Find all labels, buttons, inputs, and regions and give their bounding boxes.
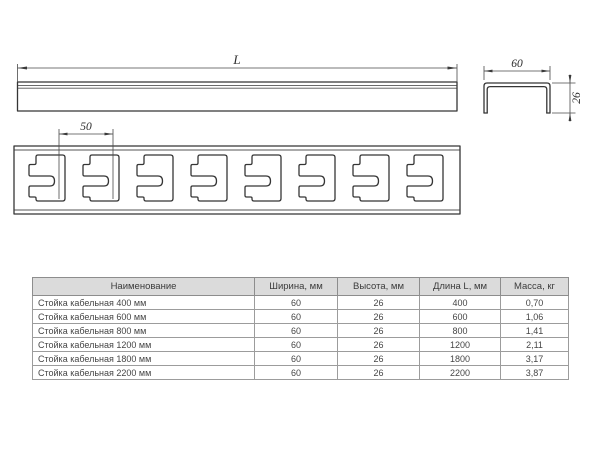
arrowhead [568, 75, 572, 83]
table-header-row: Наименование Ширина, мм Высота, мм Длина… [32, 277, 569, 296]
width-label: 60 [511, 58, 523, 70]
arrowhead [447, 66, 457, 70]
side-view [16, 81, 458, 112]
slot-hole [28, 154, 66, 202]
slot-hole [298, 154, 336, 202]
spec-table-body: Стойка кабельная 400 мм 60 26 400 0,70 Стойка… [32, 295, 569, 380]
value-cell: 26 [337, 295, 420, 310]
arrowhead [17, 66, 27, 70]
value-cell: 1800 [419, 351, 501, 366]
table-row: Стойка кабельная 1200 мм 60 26 1200 2,11 [32, 337, 569, 352]
product-name-cell: Стойка кабельная 600 мм [32, 309, 255, 324]
pitch-label: 50 [80, 121, 92, 133]
section-inner-contour [486, 85, 548, 114]
side-view-body [16, 81, 458, 112]
value-cell: 1,41 [500, 323, 569, 338]
value-cell: 60 [254, 337, 338, 352]
header-height: Высота, мм [337, 277, 420, 296]
spec-table: Наименование Ширина, мм Высота, мм Длина… [32, 277, 569, 380]
slot-hole [190, 154, 228, 202]
value-cell: 60 [254, 351, 338, 366]
height-label: 26 [571, 92, 583, 104]
value-cell: 3,17 [500, 351, 569, 366]
slot-hole [352, 154, 390, 202]
length-label: L [232, 52, 240, 67]
table-row: Стойка кабельная 800 мм 60 26 800 1,41 [32, 323, 569, 338]
front-view-body [13, 145, 461, 215]
technical-drawing: L 60 26 [13, 52, 583, 215]
table-row: Стойка кабельная 600 мм 60 26 600 1,06 [32, 309, 569, 324]
header-mass: Масса, кг [500, 277, 569, 296]
value-cell: 26 [337, 351, 420, 366]
header-name: Наименование [32, 277, 255, 296]
slot-hole [406, 154, 444, 202]
value-cell: 600 [419, 309, 501, 324]
table-row: Стойка кабельная 1800 мм 60 26 1800 3,17 [32, 351, 569, 366]
value-cell: 3,87 [500, 365, 569, 380]
arrowhead [541, 69, 550, 73]
product-name-cell: Стойка кабельная 1200 мм [32, 337, 255, 352]
arrowhead [59, 132, 68, 136]
slot-hole [136, 154, 174, 202]
value-cell: 60 [254, 365, 338, 380]
section-outer-contour [483, 82, 551, 114]
value-cell: 0,70 [500, 295, 569, 310]
product-name-cell: Стойка кабельная 400 мм [32, 295, 255, 310]
value-cell: 26 [337, 309, 420, 324]
value-cell: 60 [254, 309, 338, 324]
length-dimension: L [17, 52, 458, 82]
value-cell: 400 [419, 295, 501, 310]
value-cell: 26 [337, 323, 420, 338]
table-row: Стойка кабельная 400 мм 60 26 400 0,70 [32, 295, 569, 310]
cross-section-view [483, 82, 551, 114]
arrowhead [568, 113, 572, 121]
header-length: Длина L, мм [419, 277, 501, 296]
value-cell: 26 [337, 337, 420, 352]
header-width: Ширина, мм [254, 277, 338, 296]
value-cell: 800 [419, 323, 501, 338]
value-cell: 2,11 [500, 337, 569, 352]
width-dimension: 60 [483, 58, 551, 80]
value-cell: 2200 [419, 365, 501, 380]
value-cell: 60 [254, 323, 338, 338]
value-cell: 1200 [419, 337, 501, 352]
arrowhead [484, 69, 493, 73]
value-cell: 26 [337, 365, 420, 380]
front-view [13, 145, 461, 215]
product-name-cell: Стойка кабельная 2200 мм [32, 365, 255, 380]
height-dimension: 26 [552, 74, 583, 122]
slot-holes [28, 154, 444, 202]
product-name-cell: Стойка кабельная 1800 мм [32, 351, 255, 366]
table-row: Стойка кабельная 2200 мм 60 26 2200 3,87 [32, 365, 569, 380]
slot-hole [244, 154, 282, 202]
slot-hole [82, 154, 120, 202]
arrowhead [104, 132, 113, 136]
value-cell: 1,06 [500, 309, 569, 324]
pitch-dimension: 50 [58, 121, 114, 199]
value-cell: 60 [254, 295, 338, 310]
product-name-cell: Стойка кабельная 800 мм [32, 323, 255, 338]
